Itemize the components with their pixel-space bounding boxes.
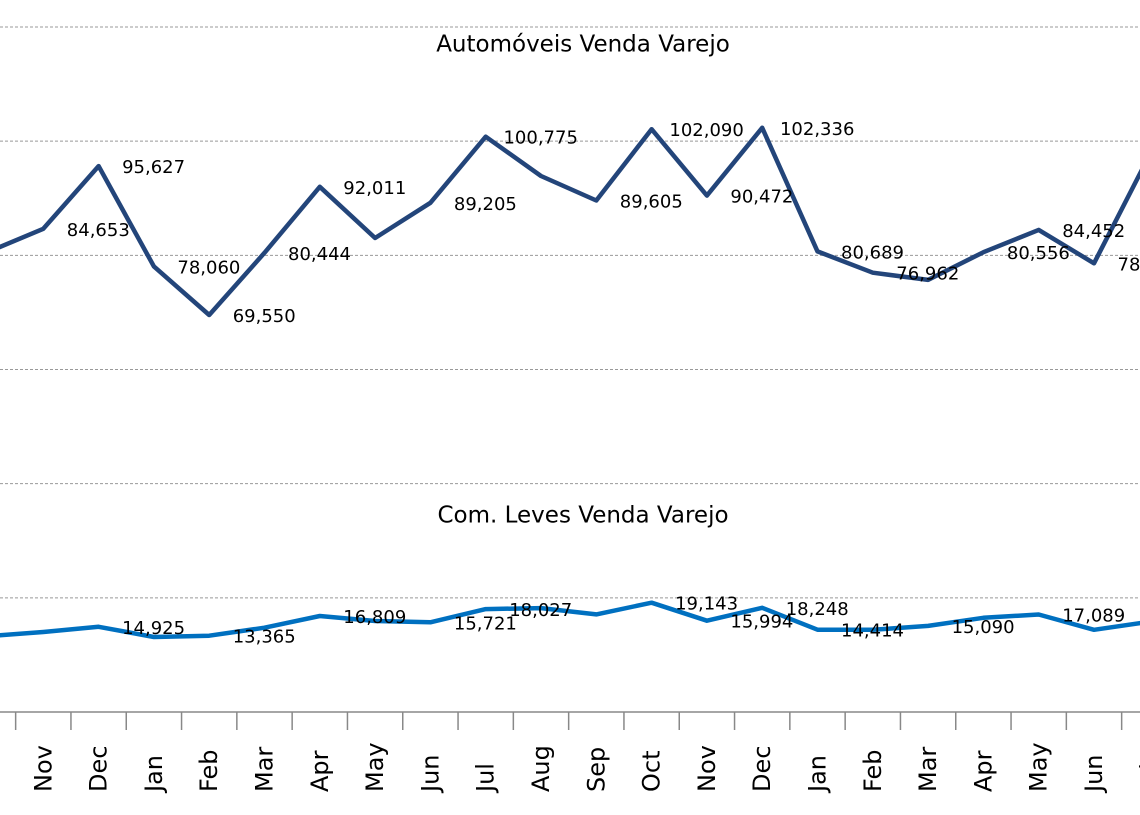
data-label: 78,605 bbox=[1118, 254, 1140, 275]
series-line bbox=[0, 600, 1140, 640]
data-label: 15,994 bbox=[730, 612, 793, 633]
x-tick-label: May bbox=[361, 742, 389, 792]
data-label: 15,721 bbox=[454, 613, 517, 634]
data-label: 84,452 bbox=[1062, 221, 1125, 242]
data-label: 76,962 bbox=[896, 264, 959, 285]
data-label: 69,550 bbox=[233, 306, 296, 327]
data-label: 80,556 bbox=[1007, 243, 1070, 264]
data-label: 16,809 bbox=[343, 607, 406, 628]
data-label: 15,090 bbox=[952, 617, 1015, 638]
chart-title: Com. Leves Venda Varejo bbox=[437, 503, 728, 529]
data-label: 102,336 bbox=[780, 119, 854, 140]
x-tick-label: Jul bbox=[472, 763, 500, 794]
x-tick-label: Jun bbox=[416, 755, 444, 795]
data-label: 90,472 bbox=[730, 187, 793, 208]
data-label: 80,689 bbox=[841, 242, 904, 263]
x-tick-label: Jun bbox=[1080, 755, 1108, 795]
x-tick-label: Jan bbox=[140, 755, 168, 794]
x-tick-label: Dec bbox=[85, 746, 113, 792]
chart-title: Automóveis Venda Varejo bbox=[436, 32, 730, 58]
x-tick-label: Dec bbox=[748, 746, 776, 792]
data-label: 95,627 bbox=[122, 157, 185, 178]
data-label: 92,011 bbox=[343, 178, 406, 199]
data-label: 102,090 bbox=[669, 120, 743, 141]
data-label: 89,205 bbox=[454, 194, 517, 215]
data-label: 78,060 bbox=[177, 257, 240, 278]
x-tick-label: Jul bbox=[1135, 763, 1140, 794]
data-label: 84,653 bbox=[67, 220, 130, 241]
x-tick-label: Apr bbox=[969, 750, 997, 792]
x-tick-label: Nov bbox=[693, 745, 721, 792]
data-label: 13,365 bbox=[233, 627, 296, 648]
x-tick-label: Aug bbox=[527, 745, 555, 792]
data-label: 17,089 bbox=[1062, 605, 1125, 626]
data-label: 80,444 bbox=[288, 244, 351, 265]
x-tick-label: Sep bbox=[582, 747, 610, 792]
x-tick-label: Mar bbox=[914, 747, 942, 792]
data-label: 19,143 bbox=[675, 594, 738, 615]
data-label: 18,248 bbox=[786, 599, 849, 620]
data-label: 14,925 bbox=[122, 618, 185, 639]
x-tick-label: Apr bbox=[306, 750, 334, 792]
data-label: 100,775 bbox=[503, 128, 577, 149]
data-label: 14,414 bbox=[841, 621, 904, 642]
x-tick-label: May bbox=[1025, 742, 1053, 792]
x-tick-label: Oct bbox=[638, 751, 666, 793]
data-label: 18,027 bbox=[509, 600, 572, 621]
x-tick-label: Feb bbox=[195, 750, 223, 793]
x-tick-label: Nov bbox=[29, 745, 57, 792]
x-tick-label: Jan bbox=[804, 755, 832, 794]
data-label: 89,605 bbox=[620, 192, 683, 213]
series-line bbox=[0, 125, 1140, 318]
x-tick-label: Feb bbox=[859, 750, 887, 793]
x-tick-label: Mar bbox=[251, 747, 279, 792]
